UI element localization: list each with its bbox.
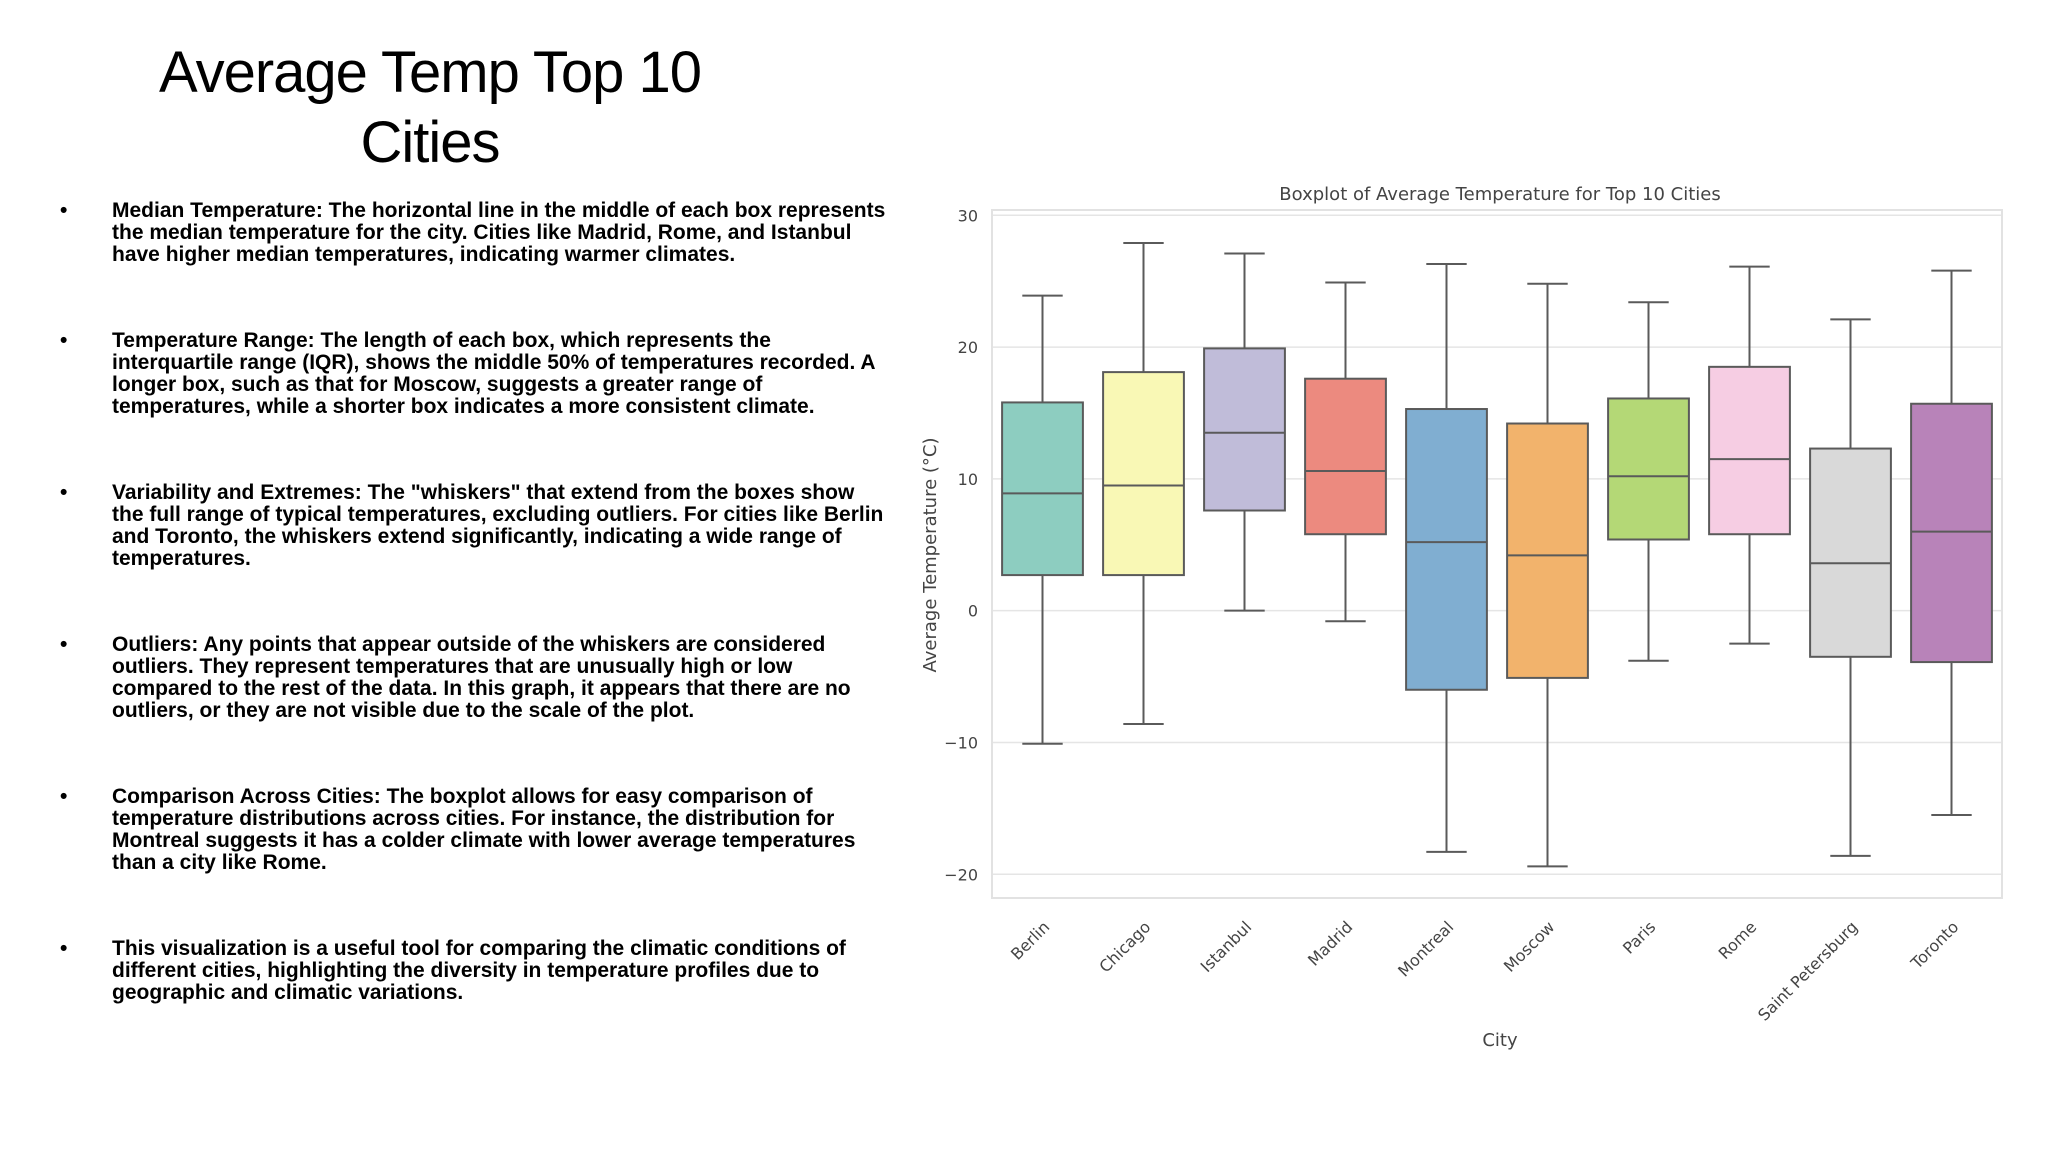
y-tick-label: −20 [944, 865, 978, 884]
boxplot-svg: Boxplot of Average Temperature for Top 1… [920, 184, 2003, 1051]
bullet-outliers: • Outliers: Any points that appear outsi… [60, 634, 890, 722]
chart-title: Boxplot of Average Temperature for Top 1… [1279, 184, 1720, 205]
x-tick-label: Istanbul [1197, 917, 1256, 976]
bullet-dot-icon: • [60, 633, 68, 656]
iqr-box [1506, 422, 1589, 679]
bullet-dot-icon: • [60, 329, 68, 352]
slide-title-line1: Average Temp Top 10 [158, 40, 702, 105]
x-tick-label: Toronto [1906, 917, 1962, 973]
y-tick-label: 10 [958, 470, 978, 489]
y-axis-label: Average Temperature (°C) [920, 438, 941, 673]
x-tick-label: Paris [1619, 917, 1659, 957]
boxes [1001, 241, 1993, 868]
iqr-box [1607, 397, 1690, 541]
box-montreal [1405, 263, 1488, 853]
bullet-dot-icon: • [60, 937, 68, 960]
iqr-box [1910, 402, 1993, 664]
box-toronto [1910, 269, 1993, 816]
bullet-dot-icon: • [60, 481, 68, 504]
box-rome [1708, 265, 1791, 645]
y-tick-label: 0 [968, 602, 978, 621]
y-tick-label: 20 [958, 338, 978, 357]
iqr-box [1405, 408, 1488, 691]
x-axis-label: City [1482, 1030, 1518, 1051]
x-axis-ticks: Berlin Chicago Istanbul Madrid Montreal Mosco… [1007, 917, 1962, 1024]
x-tick-label: Saint Petersburg [1754, 917, 1861, 1024]
bullet-median-temperature: • Median Temperature: The horizontal lin… [60, 200, 890, 266]
box-istanbul [1203, 252, 1286, 612]
bullet-text: Comparison Across Cities: The boxplot al… [112, 785, 856, 874]
iqr-box [1809, 447, 1892, 658]
x-tick-label: Madrid [1304, 917, 1356, 969]
box-chicago [1102, 241, 1185, 726]
x-tick-label: Rome [1715, 917, 1761, 963]
plot-frame [991, 209, 2003, 899]
bullet-text: Outliers: Any points that appear outside… [112, 633, 851, 722]
x-tick-label: Berlin [1007, 917, 1053, 963]
iqr-box [1001, 401, 1084, 577]
bullet-text: This visualization is a useful tool for … [112, 937, 846, 1004]
bullet-visualization: • This visualization is a useful tool fo… [60, 938, 890, 1004]
iqr-box [1708, 365, 1791, 536]
box-madrid [1304, 281, 1387, 623]
bullet-temperature-range: • Temperature Range: The length of each … [60, 330, 890, 418]
bullet-variability: • Variability and Extremes: The "whisker… [60, 482, 890, 570]
slide-title-line2: Cities [360, 110, 500, 175]
box-berlin [1001, 294, 1084, 745]
x-tick-label: Moscow [1500, 917, 1558, 975]
iqr-box [1203, 347, 1286, 512]
x-tick-label: Montreal [1394, 917, 1457, 980]
slide-title: Average Temp Top 10 Cities [110, 38, 750, 178]
bullet-comparison: • Comparison Across Cities: The boxplot … [60, 786, 890, 874]
box-moscow [1506, 282, 1589, 868]
box-saint-petersburg [1809, 318, 1892, 857]
bullet-text: Variability and Extremes: The "whiskers"… [112, 481, 884, 570]
iqr-box [1102, 371, 1185, 577]
y-tick-label: 30 [958, 206, 978, 225]
x-tick-label: Chicago [1095, 917, 1154, 976]
bullet-dot-icon: • [60, 785, 68, 808]
iqr-box [1304, 377, 1387, 536]
y-tick-label: −10 [944, 733, 978, 752]
bullet-text: Temperature Range: The length of each bo… [112, 329, 875, 418]
box-paris [1607, 301, 1690, 662]
bullet-text: Median Temperature: The horizontal line … [112, 199, 886, 266]
y-axis-ticks: 30 20 10 0 −10 −20 [944, 206, 978, 884]
boxplot-chart: Boxplot of Average Temperature for Top 1… [900, 170, 2030, 1070]
bullet-dot-icon: • [60, 199, 68, 222]
bullet-list: • Median Temperature: The horizontal lin… [60, 200, 890, 1068]
